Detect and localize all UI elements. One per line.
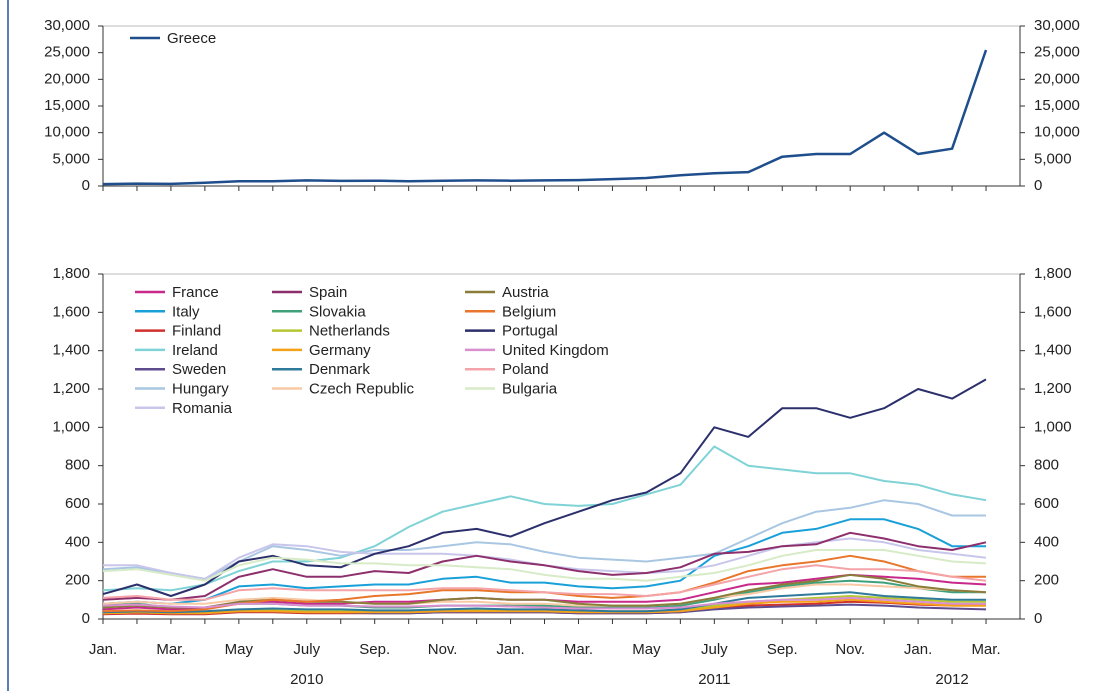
legend-label: Ireland xyxy=(172,342,218,359)
series-line xyxy=(102,549,987,582)
y-tick-label: 1,000 xyxy=(52,418,90,435)
series-line xyxy=(102,564,987,601)
y-tick-label: 0 xyxy=(82,177,90,194)
legend-label: Finland xyxy=(172,323,221,340)
x-tick-label: Jan. xyxy=(904,641,932,658)
x-tick-label: Nov. xyxy=(428,641,458,658)
y2-tick-label: 1,000 xyxy=(1034,418,1072,435)
x-tick-label: Nov. xyxy=(835,641,865,658)
y2-tick-label: 10,000 xyxy=(1034,124,1080,141)
x-tick-label: Jan. xyxy=(496,641,524,658)
x-tick-label: Jan. xyxy=(89,641,117,658)
series-line xyxy=(102,598,986,615)
y-tick-label: 25,000 xyxy=(44,44,90,61)
legend-label: Sweden xyxy=(172,361,226,378)
series-line xyxy=(102,49,988,186)
legend-label: France xyxy=(172,284,219,301)
y2-tick-label: 15,000 xyxy=(1034,97,1080,114)
legend-label: Denmark xyxy=(309,361,370,378)
y2-tick-label: 20,000 xyxy=(1034,70,1080,87)
y-tick-label: 800 xyxy=(65,457,90,474)
y-tick-label: 200 xyxy=(65,572,90,589)
y2-tick-label: 1,200 xyxy=(1034,380,1072,397)
y-tick-label: 0 xyxy=(82,610,90,627)
legend-label: Greece xyxy=(167,30,216,47)
y2-tick-label: 1,400 xyxy=(1034,342,1072,359)
y-tick-label: 600 xyxy=(65,495,90,512)
series-line xyxy=(102,499,986,580)
year-label: 2012 xyxy=(935,671,968,688)
x-tick-label: May xyxy=(632,641,661,658)
legend-label: Slovakia xyxy=(309,303,366,320)
legend-label: Austria xyxy=(502,284,549,301)
x-tick-label: July xyxy=(293,641,320,658)
x-tick-label: May xyxy=(225,641,254,658)
y2-tick-label: 30,000 xyxy=(1034,17,1080,34)
y-tick-label: 30,000 xyxy=(44,17,90,34)
legend-label: Poland xyxy=(502,361,549,378)
y2-tick-label: 0 xyxy=(1034,610,1042,627)
y-tick-label: 1,400 xyxy=(52,342,90,359)
series-line xyxy=(102,531,987,601)
year-label: 2010 xyxy=(290,671,323,688)
y-tick-label: 20,000 xyxy=(44,70,90,87)
y2-tick-label: 400 xyxy=(1034,533,1059,550)
y2-tick-label: 5,000 xyxy=(1034,150,1072,167)
legend-label: Hungary xyxy=(172,380,229,397)
series-line xyxy=(102,445,987,592)
y2-tick-label: 0 xyxy=(1034,177,1042,194)
y2-tick-label: 200 xyxy=(1034,572,1059,589)
y-tick-label: 5,000 xyxy=(52,150,90,167)
series-line xyxy=(102,591,986,614)
legend-label: United Kingdom xyxy=(502,342,609,359)
x-tick-label: Sep. xyxy=(767,641,798,658)
x-tick-label: Mar. xyxy=(156,641,185,658)
legend-label: Netherlands xyxy=(309,323,390,340)
series-line xyxy=(102,518,986,605)
legend-label: Portugal xyxy=(502,323,558,340)
legend-label: Bulgaria xyxy=(502,380,558,397)
y-tick-label: 15,000 xyxy=(44,97,90,114)
y2-tick-label: 25,000 xyxy=(1034,44,1080,61)
series-line xyxy=(102,573,987,609)
y-tick-label: 1,200 xyxy=(52,380,90,397)
legend-label: Romania xyxy=(172,400,233,417)
y-tick-label: 1,600 xyxy=(52,303,90,320)
series-line xyxy=(102,596,986,610)
y2-tick-label: 1,800 xyxy=(1034,265,1072,282)
y2-tick-label: 800 xyxy=(1034,457,1059,474)
x-tick-label: Sep. xyxy=(359,641,390,658)
legend-label: Belgium xyxy=(502,303,556,320)
y-tick-label: 10,000 xyxy=(44,124,90,141)
legend-label: Italy xyxy=(172,303,200,320)
legend-label: Czech Republic xyxy=(309,380,415,397)
x-tick-label: July xyxy=(701,641,728,658)
legend-label: Spain xyxy=(309,284,347,301)
legend-box xyxy=(125,280,655,424)
x-tick-label: Mar. xyxy=(971,641,1000,658)
x-tick-label: Mar. xyxy=(564,641,593,658)
y2-tick-label: 1,600 xyxy=(1034,303,1072,320)
year-label: 2011 xyxy=(698,671,730,688)
y2-tick-label: 600 xyxy=(1034,495,1059,512)
series-line xyxy=(102,583,987,607)
legend-label: Germany xyxy=(309,342,371,359)
series-line xyxy=(102,378,987,597)
y-tick-label: 400 xyxy=(65,533,90,550)
y-tick-label: 1,800 xyxy=(52,265,90,282)
